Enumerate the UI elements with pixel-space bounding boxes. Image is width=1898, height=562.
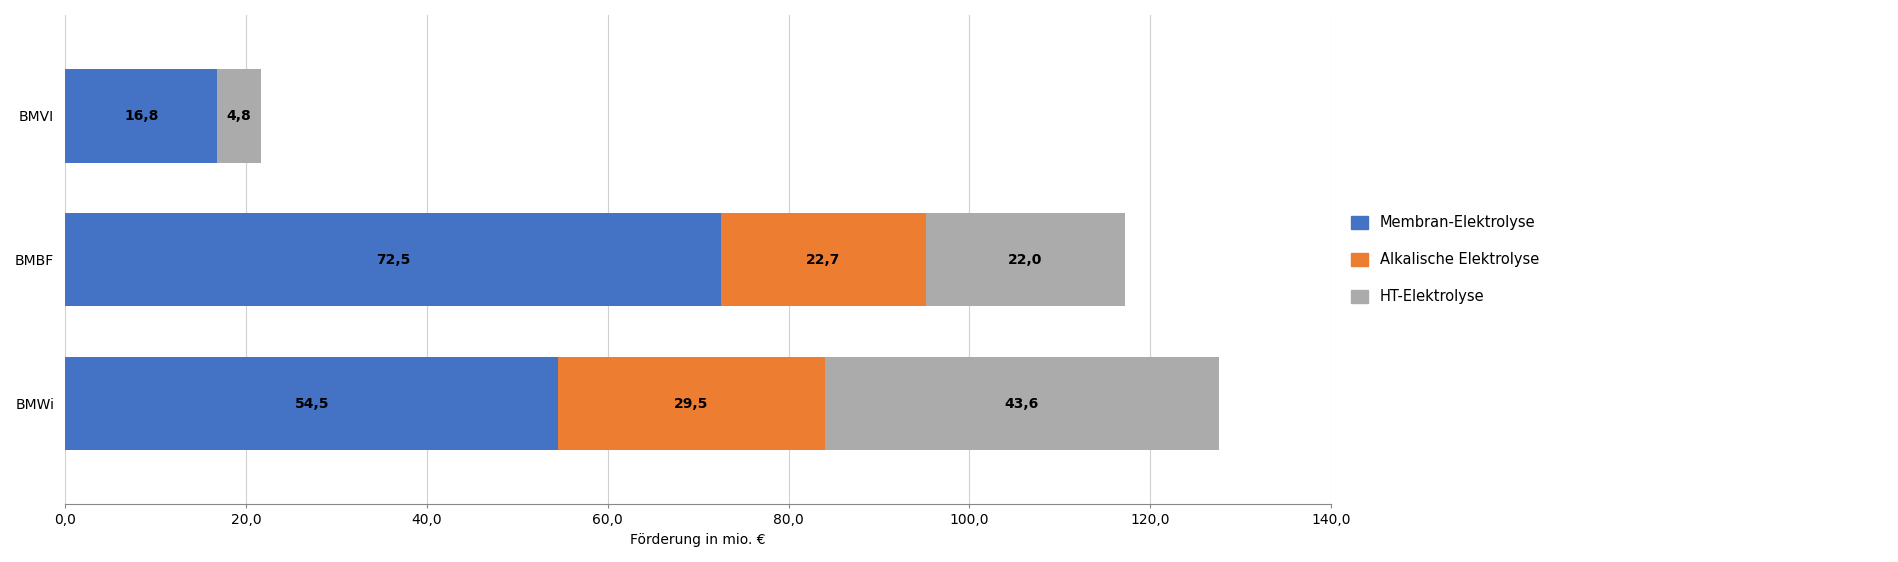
Bar [826,357,1219,450]
Bar [65,213,721,306]
Text: 43,6: 43,6 [1004,397,1038,411]
Bar [65,69,216,162]
Text: 16,8: 16,8 [123,109,159,123]
X-axis label: Förderung in mio. €: Förderung in mio. € [630,533,767,547]
Text: 22,7: 22,7 [807,253,841,267]
Bar [558,357,826,450]
Text: 22,0: 22,0 [1008,253,1042,267]
Text: 54,5: 54,5 [294,397,328,411]
Bar [65,357,558,450]
Text: 72,5: 72,5 [376,253,410,267]
Bar [216,69,260,162]
Bar [721,213,926,306]
Text: 4,8: 4,8 [226,109,251,123]
Bar [926,213,1126,306]
Legend: Membran-Elektrolyse, Alkalische Elektrolyse, HT-Elektrolyse: Membran-Elektrolyse, Alkalische Elektrol… [1351,215,1539,304]
Text: 29,5: 29,5 [674,397,708,411]
